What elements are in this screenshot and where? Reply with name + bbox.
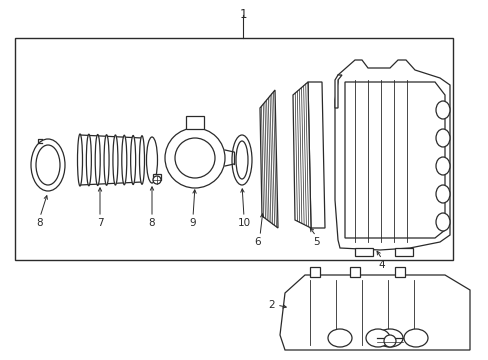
Bar — [153, 174, 161, 180]
Ellipse shape — [435, 101, 449, 119]
Ellipse shape — [236, 141, 247, 179]
Ellipse shape — [113, 135, 118, 185]
Bar — [185, 116, 203, 129]
Polygon shape — [280, 275, 469, 350]
Ellipse shape — [130, 135, 135, 185]
Text: 3: 3 — [368, 333, 375, 343]
Ellipse shape — [77, 134, 82, 186]
Ellipse shape — [376, 329, 402, 347]
Text: 2: 2 — [268, 300, 275, 310]
Polygon shape — [260, 90, 278, 228]
Ellipse shape — [95, 135, 100, 185]
Bar — [349, 267, 359, 277]
Text: 5: 5 — [312, 237, 319, 247]
Circle shape — [164, 128, 224, 188]
Circle shape — [153, 176, 161, 184]
Ellipse shape — [435, 157, 449, 175]
Polygon shape — [334, 60, 449, 250]
Bar — [354, 248, 372, 256]
Ellipse shape — [104, 135, 109, 185]
Ellipse shape — [365, 329, 389, 347]
Bar — [15, 38, 452, 260]
Ellipse shape — [86, 134, 91, 186]
Text: 10: 10 — [237, 218, 250, 228]
Bar — [309, 267, 319, 277]
Ellipse shape — [435, 129, 449, 147]
Text: 4: 4 — [378, 260, 385, 270]
Polygon shape — [307, 82, 325, 228]
Polygon shape — [292, 82, 310, 228]
Ellipse shape — [146, 137, 157, 183]
Text: 6: 6 — [254, 237, 261, 247]
Ellipse shape — [403, 329, 427, 347]
Text: 8: 8 — [148, 218, 155, 228]
Ellipse shape — [122, 135, 126, 185]
Text: 8: 8 — [37, 218, 43, 228]
Ellipse shape — [327, 329, 351, 347]
Polygon shape — [334, 75, 341, 108]
Text: 1: 1 — [239, 8, 246, 21]
Circle shape — [383, 335, 395, 347]
Text: 7: 7 — [97, 218, 103, 228]
Circle shape — [175, 138, 215, 178]
Text: 9: 9 — [189, 218, 196, 228]
Ellipse shape — [31, 139, 65, 191]
Ellipse shape — [435, 213, 449, 231]
Ellipse shape — [139, 136, 144, 184]
Ellipse shape — [231, 135, 251, 185]
Ellipse shape — [435, 185, 449, 203]
Bar — [394, 248, 412, 256]
Bar — [394, 267, 404, 277]
Ellipse shape — [36, 145, 60, 185]
